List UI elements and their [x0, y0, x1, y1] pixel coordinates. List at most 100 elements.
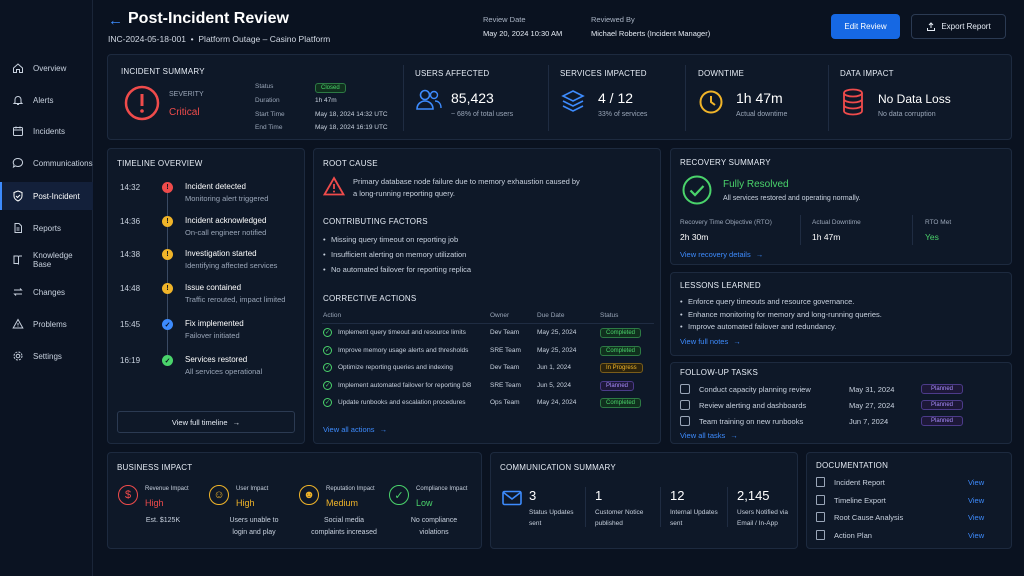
- lesson-item: Improve automated failover and redundanc…: [688, 322, 837, 331]
- sidebar-item-communications[interactable]: Communications: [0, 149, 93, 177]
- document-icon: [816, 529, 825, 540]
- impact-desc: Users unable to: [229, 517, 279, 524]
- event-title: Incident acknowledged: [185, 216, 267, 225]
- root-cause-text-cont: a long-running reporting query.: [353, 189, 456, 198]
- impact-desc-cont: complaints increased: [311, 529, 377, 536]
- action-name: Implement automated failover for reporti…: [338, 381, 472, 389]
- sidebar-item-label: Post-Incident: [33, 191, 80, 201]
- event-desc: Monitoring alert triggered: [185, 194, 269, 203]
- action-owner: Dev Team: [490, 364, 520, 371]
- incident-subtitle: INC-2024-05-18-001 • Platform Outage – C…: [108, 34, 331, 44]
- warning-triangle-icon: [323, 176, 345, 196]
- impact-desc-cont: violations: [419, 529, 449, 536]
- metric-sub: Actual downtime: [736, 111, 788, 118]
- action-owner: Ops Team: [490, 399, 520, 406]
- doc-view-link[interactable]: View: [968, 530, 985, 540]
- doc-name: Action Plan: [834, 530, 872, 540]
- check-circle-icon: ✓: [323, 328, 332, 337]
- sidebar-item-label: Alerts: [33, 95, 54, 105]
- calendar-icon: [680, 384, 690, 394]
- action-owner: SRE Team: [490, 381, 521, 389]
- sidebar-item-label: Settings: [33, 351, 62, 361]
- view-all-tasks-link[interactable]: View all tasks →: [680, 431, 738, 440]
- action-name: Update runbooks and escalation procedure…: [338, 399, 466, 406]
- recovery-panel: RECOVERY SUMMARY Fully Resolved All serv…: [670, 148, 1012, 265]
- start-time-label: Start Time: [255, 111, 285, 118]
- view-recovery-details-link[interactable]: View recovery details →: [680, 250, 763, 259]
- edit-review-button[interactable]: Edit Review: [831, 14, 900, 39]
- view-all-tasks-label: View all tasks: [680, 431, 726, 440]
- metric-title: SERVICES IMPACTED: [560, 69, 647, 78]
- sidebar-item-incidents[interactable]: Incidents: [0, 117, 93, 145]
- action-status-badge: Planned: [600, 380, 635, 391]
- status-dot-icon: ✓: [162, 355, 173, 366]
- comm-label-cont: published: [595, 520, 623, 527]
- doc-view-link[interactable]: View: [968, 513, 985, 522]
- view-all-actions-link[interactable]: View all actions →: [323, 425, 387, 434]
- event-time: 14:32: [120, 183, 141, 192]
- col-owner: Owner: [490, 312, 510, 319]
- document-icon: [816, 512, 825, 522]
- sidebar-item-post-incident[interactable]: Post-Incident: [0, 182, 93, 210]
- impact-label: Revenue Impact: [145, 486, 189, 492]
- col-status: Status: [600, 312, 619, 319]
- alert-circle-icon: [124, 85, 160, 121]
- severity-label: SEVERITY: [169, 91, 204, 98]
- back-arrow-icon[interactable]: ←: [108, 12, 123, 29]
- users-icon: ☺: [209, 485, 229, 505]
- sidebar-item-problems[interactable]: Problems: [0, 310, 93, 338]
- export-report-button[interactable]: Export Report: [911, 14, 1006, 39]
- event-desc: Identifying affected services: [185, 261, 278, 270]
- sidebar-item-overview[interactable]: Overview: [0, 54, 93, 82]
- check-circle-icon: ✓: [323, 345, 332, 355]
- check-circle-icon: [682, 175, 712, 205]
- lessons-panel: LESSONS LEARNED View full notes → • Enforc…: [670, 272, 1012, 356]
- comm-label: Customer Notice: [595, 509, 644, 516]
- impact-level: Low: [416, 498, 433, 508]
- event-title: Incident detected: [185, 182, 246, 191]
- impact-level: High: [236, 498, 255, 508]
- rto-met-value: Yes: [925, 232, 939, 242]
- review-date-label: Review Date: [483, 15, 526, 24]
- gear-icon: [13, 351, 23, 361]
- comm-label: Status Updates: [529, 509, 574, 516]
- documentation-title: DOCUMENTATION: [816, 461, 889, 470]
- view-recovery-details-label: View recovery details: [680, 250, 751, 259]
- business-impact-panel: BUSINESS IMPACT $ Revenue Impact High Est. …: [107, 452, 482, 549]
- task-status-badge: Planned: [921, 384, 963, 394]
- users-icon: [416, 89, 442, 110]
- sidebar-item-settings[interactable]: Settings: [0, 342, 93, 370]
- doc-view-link[interactable]: View: [968, 495, 985, 505]
- lesson-bullet: •: [680, 322, 683, 331]
- view-full-timeline-button[interactable]: View full timeline →: [117, 411, 295, 433]
- event-title: Investigation started: [185, 249, 257, 258]
- task-status-badge: Planned: [921, 416, 963, 426]
- export-report-label: Export Report: [941, 22, 991, 31]
- check-circle-icon: ✓: [323, 363, 332, 372]
- sidebar-item-reports[interactable]: Reports: [0, 214, 93, 242]
- event-title: Fix implemented: [185, 319, 244, 328]
- document-icon: [816, 494, 825, 505]
- event-desc: On-call engineer notified: [185, 228, 267, 237]
- bell-icon: [12, 96, 24, 105]
- contributing-factors-title: CONTRIBUTING FACTORS: [323, 217, 428, 226]
- comm-label-cont: sent: [529, 520, 542, 527]
- status-dot-icon: !: [162, 182, 173, 193]
- sidebar-item-alerts[interactable]: Alerts: [0, 86, 93, 114]
- action-status-badge: In Progress: [600, 363, 643, 373]
- metric-value: 85,423: [451, 90, 494, 106]
- sidebar-item-label: Reports: [33, 223, 62, 233]
- factor-bullet: •: [323, 235, 326, 244]
- view-full-notes-link[interactable]: View full notes →: [680, 337, 741, 346]
- home-icon: [13, 63, 23, 73]
- document-icon: [14, 223, 22, 233]
- chat-icon: [12, 157, 24, 169]
- sidebar: Overview Alerts Incidents Communications…: [0, 0, 93, 576]
- action-due-date: May 24, 2024: [537, 399, 577, 406]
- sidebar-item-knowledge-base[interactable]: Knowledge Base: [0, 246, 93, 274]
- sidebar-item-changes[interactable]: Changes: [0, 278, 93, 306]
- action-name: Optimize reporting queries and indexing: [338, 364, 453, 371]
- doc-view-link[interactable]: View: [968, 478, 985, 487]
- status-dot-icon: !: [162, 283, 173, 294]
- corrective-actions-title: CORRECTIVE ACTIONS: [323, 294, 417, 303]
